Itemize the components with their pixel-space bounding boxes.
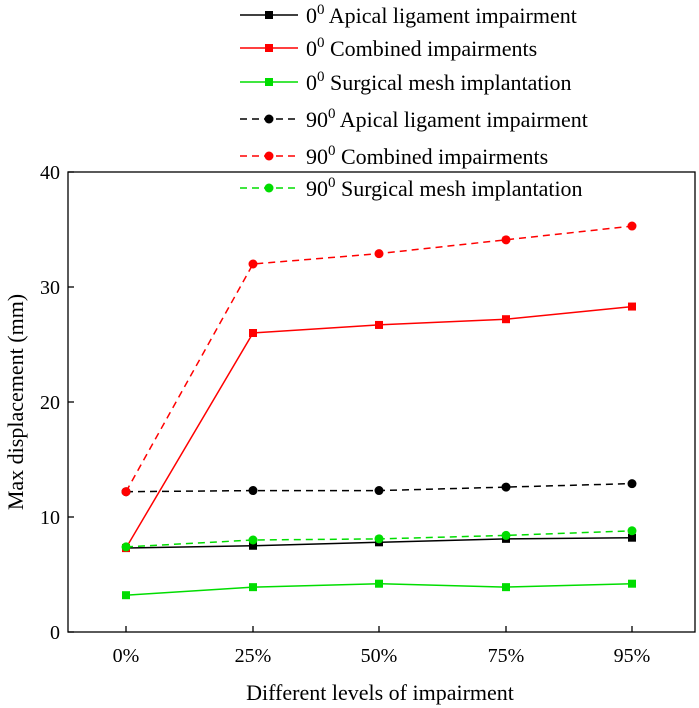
data-point xyxy=(248,535,258,545)
legend-label: 00 Surgical mesh implantation xyxy=(306,69,572,95)
legend-entry: 00 Combined impairments xyxy=(240,35,537,61)
legend-marker xyxy=(264,151,274,161)
legend-entry: 00 Surgical mesh implantation xyxy=(240,69,572,95)
series-90-combined-impairments xyxy=(121,221,637,497)
y-tick-label: 30 xyxy=(40,277,60,299)
data-point xyxy=(248,486,258,496)
data-point xyxy=(374,534,384,544)
data-point xyxy=(627,479,637,489)
legend-label: 00 Combined impairments xyxy=(306,35,537,61)
data-point xyxy=(249,329,257,337)
data-point xyxy=(121,487,131,497)
data-point xyxy=(375,320,383,329)
legend-label: 900 Surgical mesh implantation xyxy=(306,175,583,201)
legend-entry: 900 Surgical mesh implantation xyxy=(240,175,583,201)
y-axis: 0 10 20 30 40 xyxy=(40,162,74,644)
plot-frame xyxy=(67,171,696,633)
data-point xyxy=(374,249,384,259)
series-line xyxy=(125,225,633,493)
y-tick-label: 0 xyxy=(50,622,60,644)
x-tick-label: 0% xyxy=(113,645,140,667)
y-tick-label: 20 xyxy=(40,392,60,414)
series-90-surgical-mesh-implantation xyxy=(121,526,637,552)
x-tick-label: 95% xyxy=(614,645,651,667)
x-tick-label: 25% xyxy=(235,645,272,667)
data-point xyxy=(627,526,637,536)
data-point xyxy=(502,583,510,592)
data-point xyxy=(375,579,383,588)
legend-label: 900 Apical ligament impairment xyxy=(306,106,588,132)
series-line xyxy=(125,305,633,549)
data-point xyxy=(627,221,637,231)
data-point xyxy=(501,530,511,540)
data-point xyxy=(121,542,131,552)
y-tick-label: 40 xyxy=(40,162,60,184)
data-point xyxy=(248,259,258,269)
data-point xyxy=(628,579,636,588)
x-axis-title: Different levels of impairment xyxy=(246,680,514,705)
x-tick-label: 50% xyxy=(361,645,398,667)
data-point xyxy=(374,486,384,496)
data-point xyxy=(502,315,510,324)
legend-entry: 900 Combined impairments xyxy=(240,143,548,169)
data-point xyxy=(501,482,511,492)
data-point xyxy=(249,583,257,592)
series-group xyxy=(121,221,637,600)
legend-label: 900 Combined impairments xyxy=(306,143,548,169)
legend-marker xyxy=(265,78,273,86)
legend-entry: 00 Apical ligament impairment xyxy=(240,2,577,28)
axes xyxy=(67,171,696,633)
y-tick-label: 10 xyxy=(40,507,60,529)
legend-entry: 900 Apical ligament impairment xyxy=(240,106,588,132)
series-0-surgical-mesh-implantation xyxy=(122,579,636,600)
legend-label: 00 Apical ligament impairment xyxy=(306,2,577,28)
data-point xyxy=(501,235,511,245)
x-axis: 0% 25% 50% 75% 95% xyxy=(113,626,651,667)
legend: 00 Apical ligament impairment 00 Combined… xyxy=(240,2,588,201)
data-point xyxy=(122,591,130,600)
data-point xyxy=(628,533,636,542)
data-point xyxy=(249,541,257,550)
series-90-apical-ligament-impairment xyxy=(121,479,637,497)
legend-marker xyxy=(265,44,273,52)
legend-marker xyxy=(264,114,274,124)
data-point xyxy=(628,302,636,311)
series-0-combined-impairments xyxy=(122,302,636,553)
legend-marker xyxy=(264,183,274,193)
x-tick-label: 75% xyxy=(488,645,525,667)
legend-marker xyxy=(265,11,273,19)
y-axis-title: Max displacement (mm) xyxy=(3,294,28,510)
